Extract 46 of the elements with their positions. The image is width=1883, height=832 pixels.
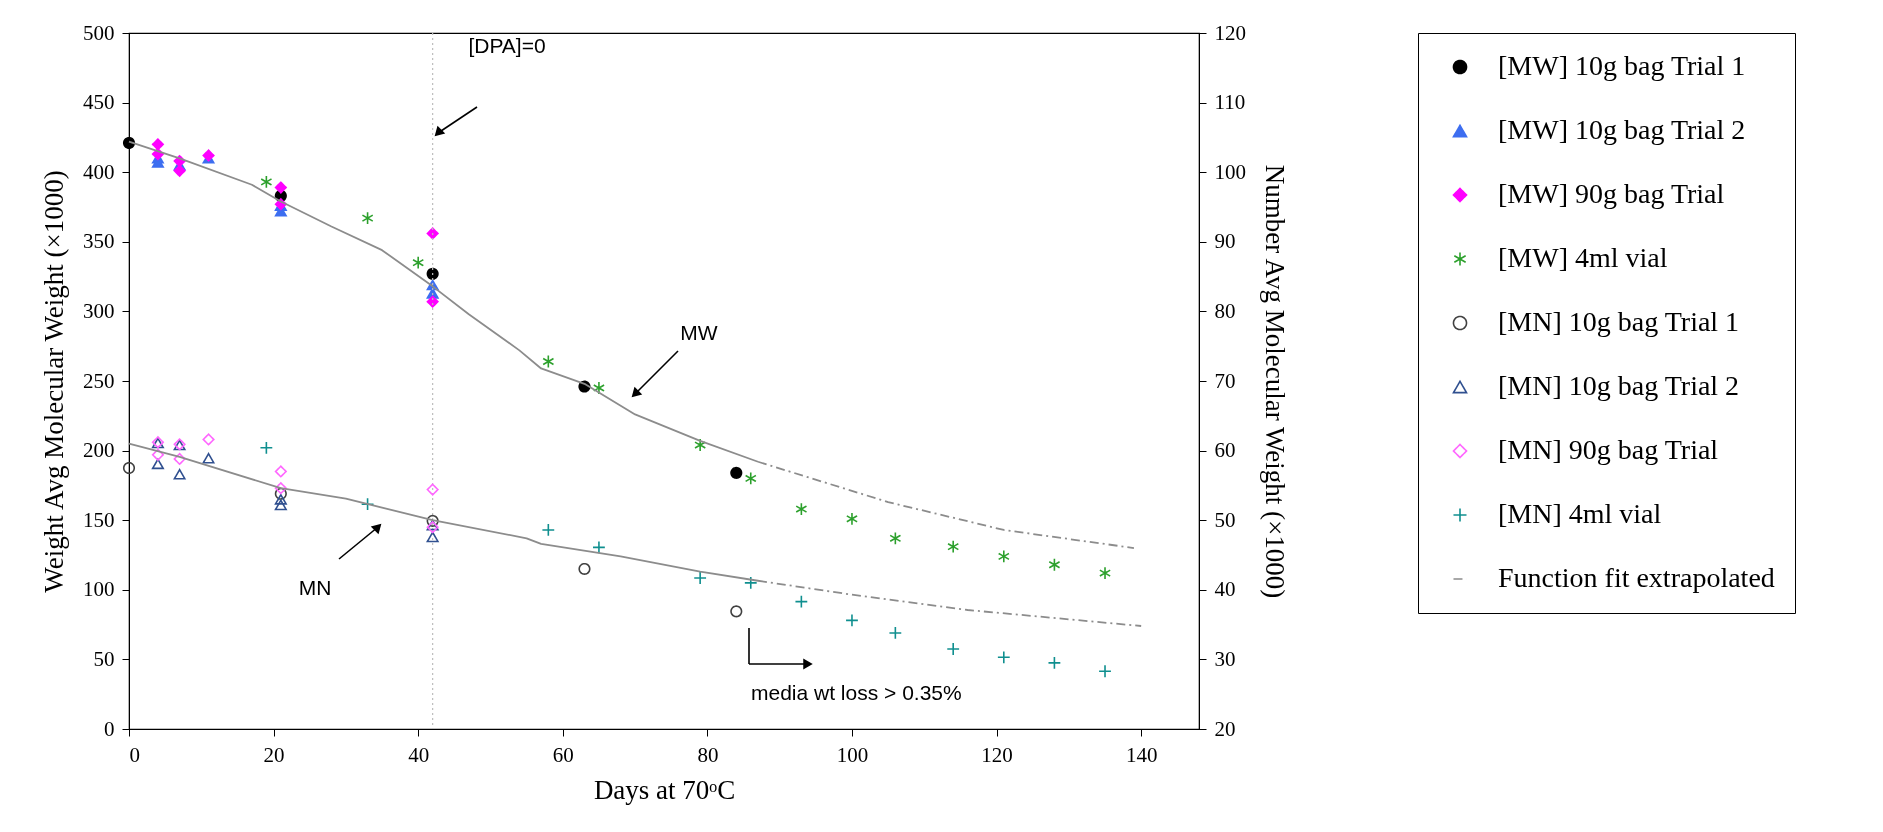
x-tick-label: 60	[552, 742, 574, 767]
y2-axis-title: Number Avg Molecular Weight (×1000)	[1260, 164, 1290, 599]
y-tick-label: 0	[104, 716, 115, 741]
y2-tick-label: 30	[1214, 646, 1236, 671]
y-tick-label: 500	[83, 20, 115, 45]
y-tick-label: 300	[83, 298, 115, 323]
y2-tick-label: 110	[1214, 90, 1246, 115]
x-tick-label: 80	[697, 742, 719, 767]
legend-label: Function fit extrapolated	[1498, 562, 1775, 593]
y2-tick-label: 100	[1214, 159, 1246, 184]
y-tick-label: 400	[83, 159, 115, 184]
y2-tick-label: 60	[1214, 438, 1236, 463]
legend-label: [MW] 10g bag Trial 2	[1498, 114, 1746, 145]
y-tick-label: 450	[83, 90, 115, 115]
x-tick-label: 120	[981, 742, 1013, 767]
y-axis-title: Weight Avg Molecular Weight (×1000)	[39, 170, 69, 593]
x-tick-label: 20	[263, 742, 285, 767]
legend-label: [MN] 10g bag Trial 1	[1498, 306, 1740, 337]
annotation: MN	[298, 576, 332, 599]
x-tick-label: 140	[1125, 742, 1158, 767]
y-tick-label: 100	[83, 577, 115, 602]
y2-tick-label: 40	[1214, 577, 1236, 602]
annotation: MW	[680, 321, 718, 344]
y2-tick-label: 80	[1214, 298, 1236, 323]
y2-tick-label: 120	[1214, 20, 1246, 45]
legend-label: [MW] 10g bag Trial 1	[1498, 50, 1746, 81]
legend-label: [MW] 4ml vial	[1498, 242, 1668, 273]
y2-tick-label: 50	[1214, 507, 1236, 532]
y-tick-label: 50	[93, 646, 115, 671]
x-tick-label: 0	[129, 742, 140, 767]
y-tick-label: 200	[83, 438, 115, 463]
y-tick-label: 350	[83, 229, 115, 254]
x-tick-label: 40	[408, 742, 430, 767]
y-tick-label: 150	[83, 507, 115, 532]
y2-tick-label: 70	[1214, 368, 1236, 393]
legend-label: [MN] 90g bag Trial	[1498, 434, 1719, 465]
y2-tick-label: 20	[1214, 716, 1236, 741]
legend-label: [MW] 90g bag Trial	[1498, 178, 1725, 209]
x-tick-label: 100	[836, 742, 869, 767]
legend-label: [MN] 4ml vial	[1498, 498, 1662, 529]
y-tick-label: 250	[83, 368, 115, 393]
annotation: media wt loss > 0.35%	[751, 681, 962, 704]
annotation: [DPA]=0	[468, 34, 546, 57]
legend-label: [MN] 10g bag Trial 2	[1498, 370, 1740, 401]
y2-tick-label: 90	[1214, 229, 1236, 254]
x-axis-title: Days at 70ᵒC	[593, 774, 736, 805]
